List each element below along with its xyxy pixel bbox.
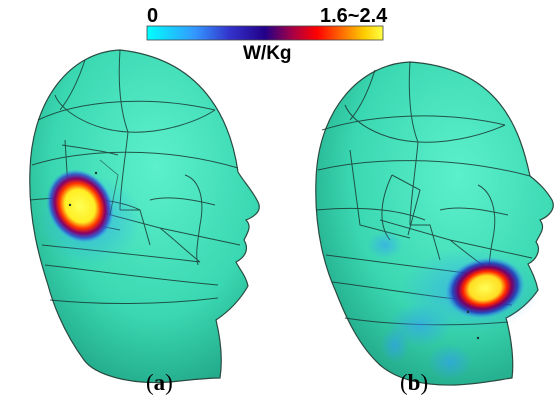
panel-label-a-letter: a xyxy=(153,370,166,395)
colorbar-min-label: 0 xyxy=(147,5,159,27)
sar-hotspot-b xyxy=(445,257,525,319)
head-model-b xyxy=(315,61,554,386)
colorbar xyxy=(146,25,384,41)
panel-label-a-close: ) xyxy=(165,370,173,395)
panel-label-a: (a) xyxy=(146,370,173,396)
panel-label-b-letter: b xyxy=(407,370,421,395)
panel-label-b: (b) xyxy=(400,370,428,396)
colorbar-max-label: 1.6~2.4 xyxy=(320,5,388,27)
panel-label-a-open: ( xyxy=(146,370,154,395)
panel-label-b-close: ) xyxy=(420,370,429,395)
colorbar-unit-label: W/Kg xyxy=(243,43,292,64)
sar-hotspot-a xyxy=(46,169,114,243)
panel-label-b-open: ( xyxy=(400,370,408,395)
head-model-a xyxy=(29,49,260,384)
